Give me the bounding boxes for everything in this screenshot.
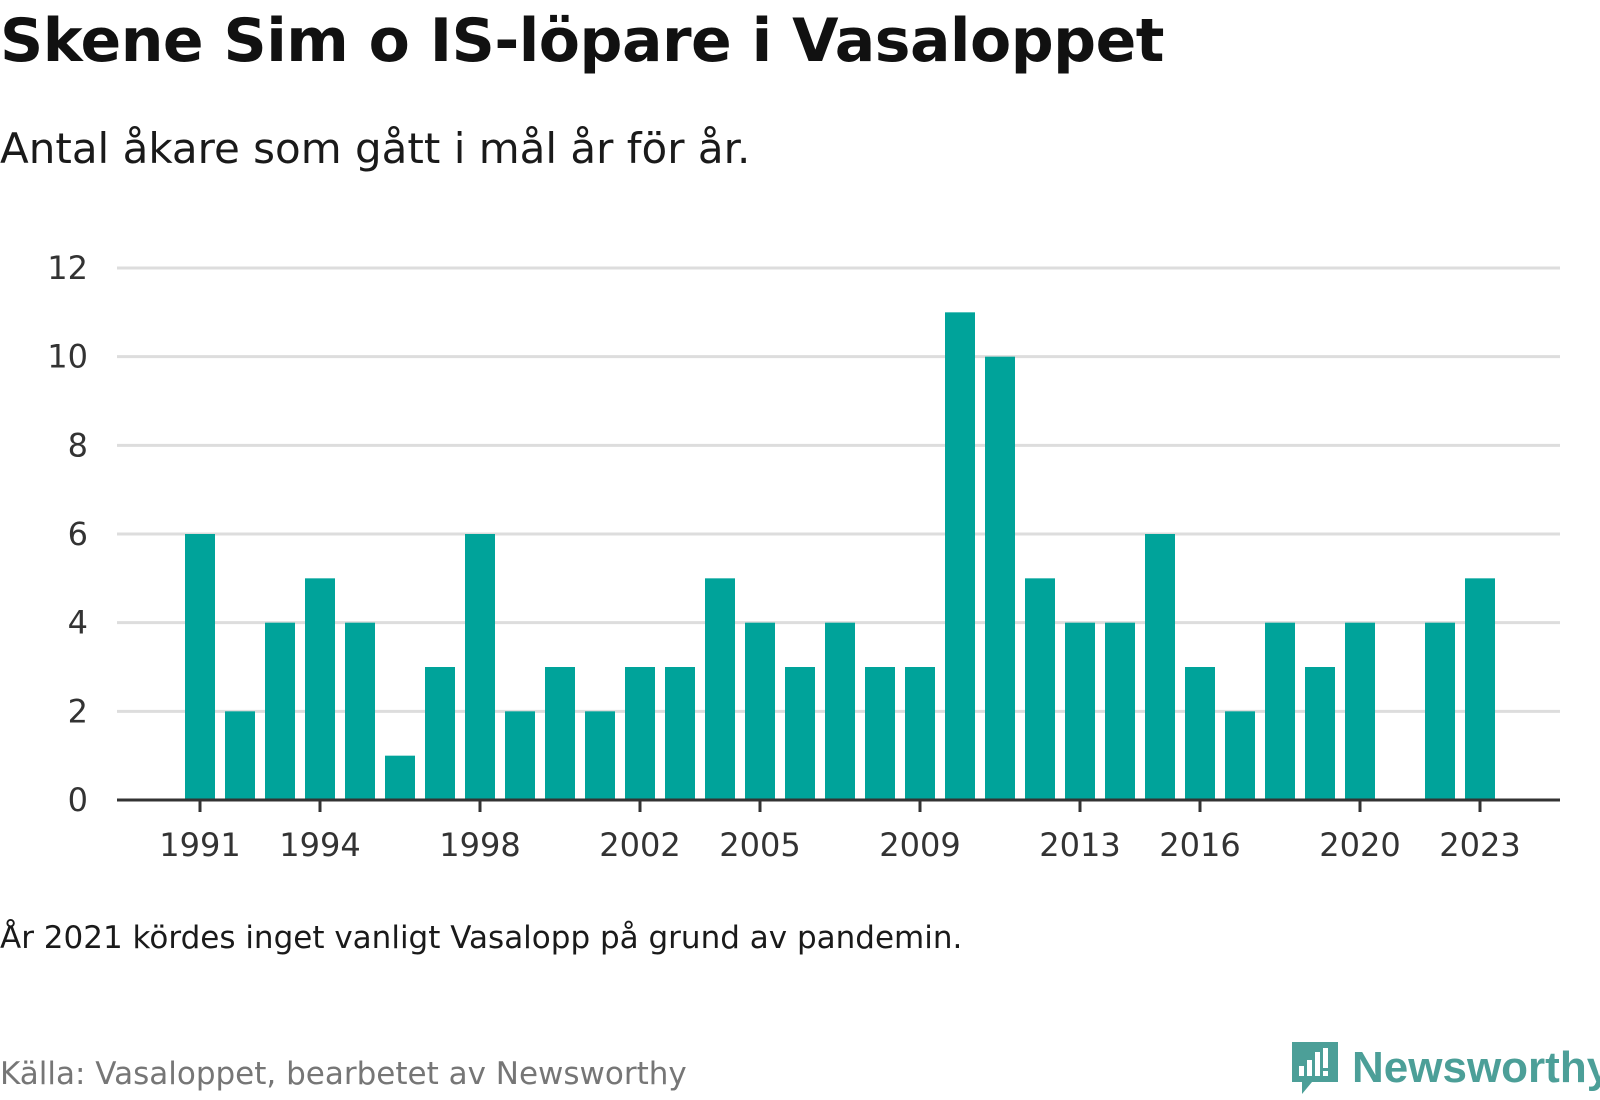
bar-2023 xyxy=(1465,578,1495,800)
y-tick-label: 2 xyxy=(68,692,88,730)
bar-2012 xyxy=(1025,578,1055,800)
bar-1996 xyxy=(385,755,415,800)
chart-subtitle: Antal åkare som gått i mål år för år. xyxy=(0,124,751,173)
bar-1997 xyxy=(425,667,455,800)
bar-2004 xyxy=(705,578,735,800)
x-tick-label: 1994 xyxy=(279,826,360,864)
brand-logo: Newsworthy xyxy=(1290,1040,1600,1096)
footnote: År 2021 kördes inget vanligt Vasalopp på… xyxy=(0,920,963,956)
bar-2015 xyxy=(1145,534,1175,800)
bar-2011 xyxy=(985,356,1015,800)
bar-chart: 0 2 4 6 8 10 12 1991 1994 1998 2002 2005 2009 2013 20… xyxy=(47,249,1560,864)
bar-1998 xyxy=(465,534,495,800)
x-tick-label: 2002 xyxy=(599,826,680,864)
y-tick-label: 8 xyxy=(68,426,88,464)
bar-2016 xyxy=(1185,667,1215,800)
bar-2000 xyxy=(545,667,575,800)
y-tick-label: 10 xyxy=(47,338,88,376)
y-tick-label: 0 xyxy=(68,781,88,819)
bar-2020 xyxy=(1345,622,1375,800)
x-axis-ticks: 1991 1994 1998 2002 2005 2009 2013 2016 2020 2023 xyxy=(159,800,1521,864)
bar-1994 xyxy=(305,578,335,800)
bar-2022 xyxy=(1425,622,1455,800)
source-text: Källa: Vasaloppet, bearbetet av Newswort… xyxy=(0,1056,687,1092)
x-tick-label: 1991 xyxy=(159,826,240,864)
bar-2010 xyxy=(945,312,975,800)
x-tick-label: 2020 xyxy=(1319,826,1400,864)
bars xyxy=(185,312,1495,800)
x-tick-label: 2005 xyxy=(719,826,800,864)
bar-2005 xyxy=(745,622,775,800)
brand-name: Newsworthy xyxy=(1352,1043,1600,1092)
x-tick-label: 2023 xyxy=(1439,826,1520,864)
bar-2002 xyxy=(625,667,655,800)
bar-2006 xyxy=(785,667,815,800)
bar-2013 xyxy=(1065,622,1095,800)
bar-1999 xyxy=(505,711,535,800)
bar-2017 xyxy=(1225,711,1255,800)
bar-2003 xyxy=(665,667,695,800)
bar-2007 xyxy=(825,622,855,800)
x-tick-label: 2016 xyxy=(1159,826,1240,864)
y-axis-ticks: 0 2 4 6 8 10 12 xyxy=(47,249,88,819)
y-tick-label: 12 xyxy=(47,249,88,287)
bar-2014 xyxy=(1105,622,1135,800)
bar-2009 xyxy=(905,667,935,800)
newsworthy-logo-icon xyxy=(1292,1042,1338,1094)
bar-1992 xyxy=(225,711,255,800)
bar-2018 xyxy=(1265,622,1295,800)
x-tick-label: 2009 xyxy=(879,826,960,864)
y-tick-label: 6 xyxy=(68,515,88,553)
bar-2001 xyxy=(585,711,615,800)
bar-1993 xyxy=(265,622,295,800)
bar-2008 xyxy=(865,667,895,800)
bar-1995 xyxy=(345,622,375,800)
bar-1991 xyxy=(185,534,215,800)
bar-2019 xyxy=(1305,667,1335,800)
x-tick-label: 2013 xyxy=(1039,826,1120,864)
y-tick-label: 4 xyxy=(68,604,88,642)
x-tick-label: 1998 xyxy=(439,826,520,864)
chart-title: Skene Sim o IS-löpare i Vasaloppet xyxy=(0,6,1165,76)
